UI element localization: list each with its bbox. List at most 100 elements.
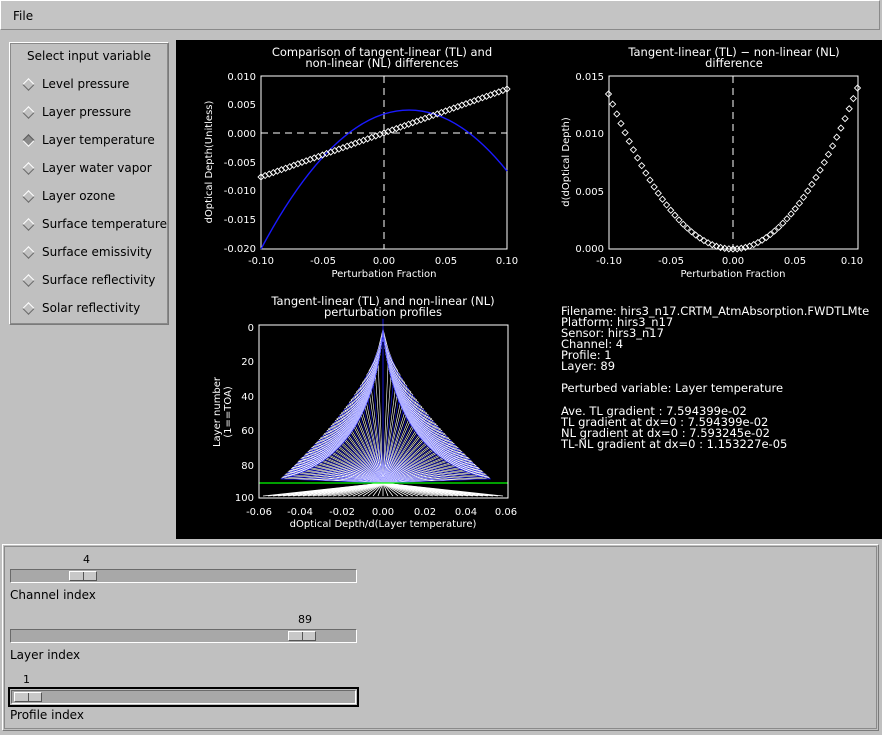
info-platform: Platform: hirs3_n17 [561, 315, 673, 329]
plot-perturbation-profiles: Tangent-linear (TL) and non-linear (NL) … [212, 294, 517, 530]
plot2-marker [808, 180, 816, 189]
radio-surface-reflectivity[interactable]: Surface reflectivity [22, 270, 155, 290]
radio-diamond-icon [22, 105, 35, 119]
plot2-marker [849, 94, 857, 103]
layer-index-slider[interactable] [10, 629, 357, 643]
profile-index-slider[interactable] [8, 687, 359, 707]
plot1-xtick: 0.10 [496, 256, 518, 267]
channel-index-slider-thumb[interactable] [69, 571, 98, 581]
radio-diamond-selected-icon [22, 133, 35, 147]
info-readout: Filename: hirs3_n17.CRTM_AtmAbsorption.F… [560, 304, 869, 451]
radio-surface-emissivity[interactable]: Surface emissivity [22, 242, 152, 262]
plot2-marker [654, 189, 662, 197]
plot2-marker [758, 236, 766, 244]
plot1-ytick: 0.000 [227, 129, 256, 140]
plot1-title-line2: non-linear (NL) differences [305, 56, 458, 70]
radio-layer-ozone[interactable]: Layer ozone [22, 186, 115, 206]
plot2-marker [625, 137, 633, 145]
plot2-marker [721, 244, 729, 252]
plot2-marker [621, 128, 629, 137]
plot3-xtick: -0.04 [287, 507, 313, 518]
plot-tl-minus-nl: Tangent-linear (TL) − non-linear (NL) di… [561, 45, 863, 280]
plot2-marker [687, 228, 696, 236]
plot3-profile-line [282, 328, 384, 484]
plot3-profile-line [382, 328, 489, 484]
plot2-xtick: -0.05 [658, 256, 684, 267]
file-menu[interactable]: File [13, 9, 34, 23]
plot2-ytick: 0.010 [575, 129, 604, 140]
plot2-xtick: 0.05 [784, 256, 806, 267]
plot1-ytick: 0.010 [227, 72, 256, 83]
radio-level-pressure[interactable]: Level pressure [22, 74, 129, 94]
plot2-marker [787, 210, 795, 218]
plot3-xtick: -0.06 [246, 507, 272, 518]
radio-solar-reflectivity[interactable]: Solar reflectivity [22, 298, 140, 318]
radio-surface-temperature[interactable]: Surface temperature [22, 214, 167, 234]
plot-tl-nl-comparison: Comparison of tangent-linear (TL) and no… [204, 45, 518, 280]
layer-index-value: 89 [298, 613, 312, 626]
plot3-lower-line [377, 482, 389, 497]
profile-index-label: Profile index [10, 708, 84, 722]
plot3-ytick: 0 [248, 323, 254, 334]
info-ave-tl-gradient: Ave. TL gradient : 7.594399e-02 [561, 404, 747, 418]
plot3-ytick: 100 [235, 493, 254, 504]
plot1-xlabel: Perturbation Fraction [331, 269, 436, 280]
info-perturbed-variable: Perturbed variable: Layer temperature [561, 381, 783, 395]
channel-index-slider[interactable] [10, 569, 357, 583]
plot3-xlabel: dOptical Depth/d(Layer temperature) [290, 519, 477, 530]
plot3-lower-line [262, 482, 504, 497]
plot2-marker [658, 195, 667, 203]
plot2-marker [692, 231, 700, 239]
menu-bar: File [0, 0, 880, 30]
plot2-marker [820, 158, 828, 167]
plot2-ytick: 0.005 [575, 187, 604, 198]
plot2-marker [837, 124, 845, 132]
plot2-marker [633, 154, 642, 162]
plot2-marker [675, 216, 683, 224]
plot3-ytick: 60 [241, 426, 254, 437]
plot1-ylabel: dOptical Depth(Unitless) [204, 100, 215, 223]
radio-diamond-icon [22, 273, 35, 287]
info-tl-nl-gradient: TL-NL gradient at dx=0 : 1.153227e-05 [560, 437, 787, 451]
plot1-xtick: -0.10 [248, 256, 274, 267]
plot2-marker [816, 166, 824, 174]
plot2-marker [671, 211, 679, 219]
radio-layer-water-vapor[interactable]: Layer water vapor [22, 158, 152, 178]
plot2-marker [609, 100, 617, 108]
plot3-xtick: 0.00 [372, 507, 394, 518]
plot3-lower-line [372, 482, 394, 497]
plot3-ylabel-line1: Layer number [212, 376, 223, 447]
plot3-title-line2: perturbation profiles [324, 305, 442, 319]
plot1-ytick: -0.005 [224, 158, 256, 169]
layer-index-slider-thumb[interactable] [288, 631, 317, 641]
plot3-ylabel-line2: (1==TOA) [223, 386, 234, 438]
plot2-marker [712, 242, 721, 250]
channel-index-label: Channel index [10, 588, 96, 602]
profile-index-slider-thumb[interactable] [14, 692, 42, 702]
plot2-marker [766, 230, 774, 239]
plot2-marker [704, 239, 712, 247]
plot2-marker [638, 162, 646, 170]
plot2-marker [646, 176, 654, 184]
plot2-marker [662, 201, 671, 209]
plot2-marker [845, 105, 853, 113]
radio-layer-temperature[interactable]: Layer temperature [22, 130, 155, 150]
info-nl-gradient: NL gradient at dx=0 : 7.593245e-02 [561, 426, 770, 440]
info-tl-gradient: TL gradient at dx=0 : 7.594399e-02 [560, 415, 768, 429]
info-sensor: Sensor: hirs3_n17 [561, 326, 664, 340]
plot1-nl-curve [260, 109, 508, 250]
info-layer: Layer: 89 [561, 359, 615, 373]
plot2-marker [679, 220, 687, 228]
radio-diamond-icon [22, 245, 35, 259]
plot2-marker [642, 169, 650, 177]
plot3-profile-line [315, 328, 384, 484]
plot2-marker [754, 238, 762, 247]
plot3-xtick: 0.04 [455, 507, 477, 518]
radio-layer-pressure[interactable]: Layer pressure [22, 102, 131, 122]
plot2-title-line1: Tangent-linear (TL) − non-linear (NL) [627, 45, 839, 59]
plot2-marker [762, 233, 770, 242]
plot3-frame [258, 324, 509, 499]
plot3-profile-line [382, 328, 492, 484]
index-controls-panel: 4 Channel index 89 Layer index 1 Profile… [2, 544, 879, 731]
plot1-ytick: -0.010 [224, 186, 256, 197]
